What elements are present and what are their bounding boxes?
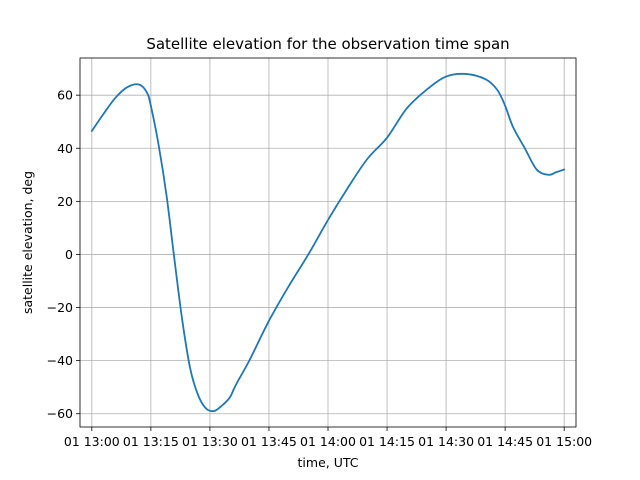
x-axis-label: time, UTC bbox=[298, 455, 359, 470]
y-tick-label-5: 40 bbox=[57, 141, 73, 156]
x-tick-label-1: 01 13:15 bbox=[123, 434, 179, 449]
ticks: 01 13:00 01 13:15 01 13:30 01 13:45 01 14:00… bbox=[47, 88, 593, 449]
y-axis-label: satellite elevation, deg bbox=[20, 171, 35, 314]
x-tick-label-8: 01 15:00 bbox=[536, 434, 592, 449]
chart-title: Satellite elevation for the observation … bbox=[146, 35, 509, 53]
y-tick-label-1: −40 bbox=[47, 353, 73, 368]
x-tick-label-7: 01 14:45 bbox=[477, 434, 533, 449]
x-tick-label-6: 01 14:30 bbox=[418, 434, 474, 449]
y-tick-label-6: 60 bbox=[57, 88, 73, 103]
x-tick-label-2: 01 13:30 bbox=[182, 434, 238, 449]
y-tick-label-4: 20 bbox=[57, 194, 73, 209]
x-tick-label-3: 01 13:45 bbox=[241, 434, 297, 449]
x-tick-label-0: 01 13:00 bbox=[64, 434, 120, 449]
x-tick-label-4: 01 14:00 bbox=[300, 434, 356, 449]
y-tick-label-3: 0 bbox=[65, 247, 73, 262]
x-tick-label-5: 01 14:15 bbox=[359, 434, 415, 449]
y-tick-label-2: −20 bbox=[47, 300, 73, 315]
series-line-elevation bbox=[90, 72, 566, 413]
y-tick-label-0: −60 bbox=[47, 406, 73, 421]
grid bbox=[80, 58, 576, 427]
